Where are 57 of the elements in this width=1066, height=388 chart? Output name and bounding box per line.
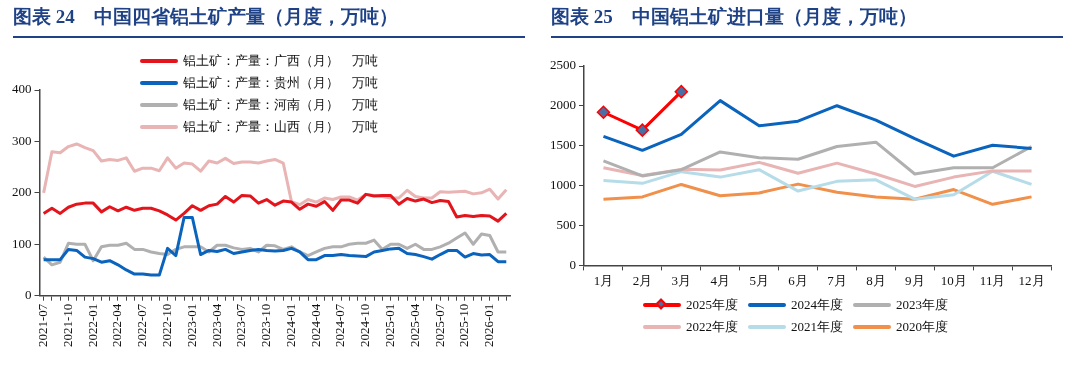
x-tick-label: 2022-04 [109, 303, 125, 348]
legend-label: 2021年度 [791, 318, 843, 336]
x-tick-label: 4月 [710, 272, 730, 288]
x-tick-label: 2022-01 [84, 303, 100, 348]
x-tick-label: 2022-07 [134, 303, 150, 348]
y-tick-label: 200 [12, 184, 32, 200]
x-tick-label: 2024-10 [357, 303, 373, 348]
x-tick-label: 2023-04 [208, 303, 224, 348]
y-tick-label: 100 [12, 235, 32, 251]
x-tick-label: 2024-07 [332, 303, 348, 348]
x-tick-label: 2023-10 [258, 303, 274, 348]
x-tick-label: 2月 [632, 272, 653, 288]
x-tick-label: 2025-01 [382, 303, 398, 348]
y-tick-label: 300 [12, 132, 32, 148]
y-tick-label: 0 [569, 256, 576, 272]
x-tick-label: 2024-01 [282, 303, 298, 348]
x-tick-label: 12月 [1018, 272, 1045, 288]
legend-label: 2020年度 [896, 318, 948, 336]
y-tick-label: 1500 [550, 137, 576, 153]
x-tick-label: 6月 [788, 272, 808, 288]
y-tick-label: 500 [556, 216, 576, 232]
x-tick-label: 2023-01 [183, 303, 199, 348]
legend-label: 2023年度 [896, 296, 948, 314]
legend-label: 铝土矿：产量：河南（月） 万吨 [183, 96, 378, 114]
x-tick-label: 1月 [593, 272, 614, 288]
legend-label: 铝土矿：产量：贵州（月） 万吨 [183, 74, 378, 92]
x-tick-label: 2021-10 [59, 303, 75, 348]
y-tick-label: 2500 [550, 57, 576, 73]
y-tick-label: 1000 [550, 177, 576, 193]
x-tick-label: 8月 [866, 272, 886, 288]
x-tick-label: 10月 [940, 272, 967, 288]
x-tick-label: 2025-04 [406, 303, 422, 348]
legend-label: 2024年度 [791, 296, 843, 314]
legend-label: 铝土矿：产量：广西（月） 万吨 [183, 52, 378, 70]
x-tick-label: 2025-10 [456, 303, 472, 348]
y-tick-label: 0 [25, 287, 32, 303]
legend-label: 铝土矿：产量：山西（月） 万吨 [183, 118, 378, 136]
point [635, 123, 650, 137]
chart-title: 图表 24 中国四省铝土矿产量（月度，万吨） [13, 4, 525, 38]
x-tick-label: 9月 [905, 272, 925, 288]
x-tick-label: 2024-04 [307, 303, 323, 348]
x-tick-label: 2022-10 [158, 303, 174, 348]
x-tick-label: 5月 [749, 272, 769, 288]
x-tick-label: 11月 [979, 272, 1006, 288]
y-tick-label: 400 [12, 81, 32, 97]
legend-label: 2022年度 [686, 318, 738, 336]
x-tick-label: 2025-07 [431, 303, 447, 348]
point [596, 105, 611, 120]
y-tick-label: 2000 [550, 97, 576, 113]
chart-title: 图表 25 中国铝土矿进口量（月度，万吨） [551, 4, 1063, 38]
legend-label: 2025年度 [686, 296, 738, 314]
x-tick-label: 2026-01 [481, 303, 497, 348]
x-tick-label: 2023-07 [233, 303, 249, 348]
x-tick-label: 7月 [827, 272, 847, 288]
x-tick-label: 3月 [671, 272, 692, 288]
x-tick-label: 2021-07 [35, 303, 51, 348]
point [674, 84, 689, 99]
